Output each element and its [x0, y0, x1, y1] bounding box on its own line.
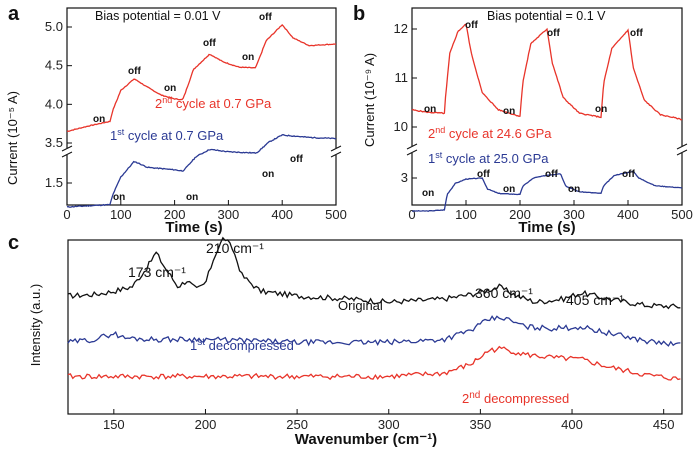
- panel-a-ylabel: Current (10⁻⁵ A): [5, 91, 20, 185]
- panel-c-series-original-line: [67, 236, 681, 310]
- panel-a-ytick-label: 4.5: [45, 58, 63, 73]
- panel-b-xtick-label: 500: [671, 207, 693, 222]
- panel-a-legend-1st-cycle: 1st cycle at 0.7 GPa: [110, 127, 224, 143]
- panel-b-annotation-on: on: [424, 104, 436, 115]
- panel-a-annotation-on: on: [164, 83, 176, 94]
- panel-c-curve-label-1st-decompressed: 1st decompressed: [190, 337, 294, 353]
- panel-b-ylabel: Current (10⁻⁹ A): [362, 53, 377, 147]
- panel-a-series-1st-cycle-line: [66, 134, 336, 208]
- panel-c-xtick-label: 350: [470, 417, 492, 432]
- panel-letter-a: a: [8, 3, 20, 25]
- chart-panel-c: Intensity (a.u.) Wavenumber (cm⁻¹) 150 20…: [28, 236, 683, 448]
- panel-b-annotation-off: off: [630, 28, 643, 39]
- panel-a-xtick-label: 400: [271, 207, 293, 222]
- panel-b-ytick-label: 3: [401, 170, 408, 185]
- panel-a-annotation-on: on: [242, 52, 254, 63]
- panel-a-ytick-label: 3.5: [45, 135, 63, 150]
- panel-a-series-2nd-cycle-line: [66, 23, 337, 133]
- panel-b-annotation-off: off: [622, 169, 635, 180]
- panel-a-ytick-label: 1.5: [45, 175, 63, 190]
- panel-a-frame: [66, 7, 337, 206]
- panel-b-xtick-label: 300: [563, 207, 585, 222]
- panel-a-xtick-label: 100: [110, 207, 132, 222]
- panel-b-annotation-on: on: [422, 188, 434, 199]
- panel-c-peak-label-210: 210 cm⁻¹: [206, 240, 264, 256]
- panel-b-annotation-on: on: [503, 106, 515, 117]
- panel-a-title: Bias potential = 0.01 V: [95, 9, 221, 23]
- panel-b-xtick-label: 100: [455, 207, 477, 222]
- panel-a-annotation-on: on: [93, 114, 105, 125]
- panel-c-ylabel: Intensity (a.u.): [28, 284, 43, 366]
- panel-a-annotation-on: on: [113, 192, 125, 203]
- panel-c-peak-label-173: 173 cm⁻¹: [128, 264, 186, 280]
- panel-c-curve-label-2nd-decompressed: 2nd decompressed: [462, 390, 569, 406]
- panel-a-break-left-icon: [61, 145, 73, 158]
- panel-b-ytick-label: 11: [395, 70, 409, 85]
- panel-b-annotation-on: on: [503, 184, 515, 195]
- panel-c-xlabel: Wavenumber (cm⁻¹): [295, 431, 437, 448]
- panel-a-break-gap-left: [63, 148, 71, 155]
- panel-a-annotation-on: on: [186, 192, 198, 203]
- panel-b-xtick-label: 0: [408, 207, 415, 222]
- panel-a-ytick-label: 4.0: [45, 96, 63, 111]
- panel-a-xtick-label: 300: [218, 207, 240, 222]
- panel-letter-b: b: [353, 3, 365, 25]
- panel-b-xlabel: Time (s): [518, 219, 575, 236]
- panel-b-xtick-label: 400: [617, 207, 639, 222]
- chart-panel-b: Bias potential = 0.1 V Current (10⁻⁹ A) …: [362, 7, 693, 236]
- panel-b-annotation-on: on: [595, 104, 607, 115]
- panel-b-annotation-off: off: [547, 28, 560, 39]
- panel-a-annotation-on: on: [262, 169, 274, 180]
- panel-c-xtick-label: 300: [378, 417, 400, 432]
- panel-c-xtick-label: 150: [103, 417, 125, 432]
- chart-panel-a: Bias potential = 0.01 V Current (10⁻⁵ A)…: [5, 7, 347, 236]
- panel-a-break-gap-right: [332, 148, 340, 155]
- panel-b-ytick-label: 10: [394, 119, 408, 134]
- panel-b-annotation-off: off: [465, 20, 478, 31]
- panel-letter-c: c: [8, 232, 19, 254]
- panel-a-xtick-label: 200: [164, 207, 186, 222]
- panel-b-series-2nd-cycle-line: [411, 23, 683, 121]
- panel-a-xtick-label: 0: [63, 207, 70, 222]
- panel-b-break-left-icon: [406, 143, 418, 156]
- panel-a-legend-2nd-cycle: 2nd cycle at 0.7 GPa: [155, 95, 272, 111]
- panel-c-peak-label-360: 360 cm⁻¹: [475, 285, 533, 301]
- panel-a-xlabel: Time (s): [165, 219, 222, 236]
- panel-c-series-2nd-decompressed-line: [67, 345, 681, 381]
- panel-c-xtick-label: 400: [561, 417, 583, 432]
- panel-b-annotation-on: on: [568, 184, 580, 195]
- panel-c-series-1st-decompressed-line: [67, 315, 681, 347]
- panel-c-xtick-label: 450: [653, 417, 675, 432]
- panel-c-xtick-label: 250: [286, 417, 308, 432]
- panel-b-series-1st-cycle-line: [411, 170, 683, 213]
- panel-a-annotation-off: off: [290, 154, 303, 165]
- panel-a-annotation-off: off: [203, 38, 216, 49]
- panel-b-legend-1st-cycle: 1st cycle at 25.0 GPa: [428, 150, 549, 166]
- panel-a-xtick-label: 500: [325, 207, 347, 222]
- panel-a-annotation-off: off: [259, 12, 272, 23]
- panel-c-curve-label-original: Original: [338, 298, 383, 313]
- panel-b-legend-2nd-cycle: 2nd cycle at 24.6 GPa: [428, 125, 552, 141]
- panel-a-ytick-label: 5.0: [45, 19, 63, 34]
- panel-a-break-right-icon: [330, 145, 342, 158]
- panel-b-annotation-off: off: [477, 169, 490, 180]
- panel-c-peak-label-405: 405 cm⁻¹: [566, 292, 624, 308]
- panel-b-break-right-icon: [676, 143, 688, 156]
- panel-b-xtick-label: 200: [509, 207, 531, 222]
- panel-b-title: Bias potential = 0.1 V: [487, 9, 606, 23]
- panel-b-break-gap-left: [408, 146, 416, 153]
- panel-a-annotation-off: off: [128, 66, 141, 77]
- panel-c-frame: [67, 239, 683, 415]
- panel-b-break-gap-right: [678, 146, 686, 153]
- panel-b-ytick-label: 12: [394, 21, 408, 36]
- panel-b-annotation-off: off: [545, 169, 558, 180]
- panel-c-xtick-label: 200: [195, 417, 217, 432]
- panel-b-frame: [411, 7, 683, 206]
